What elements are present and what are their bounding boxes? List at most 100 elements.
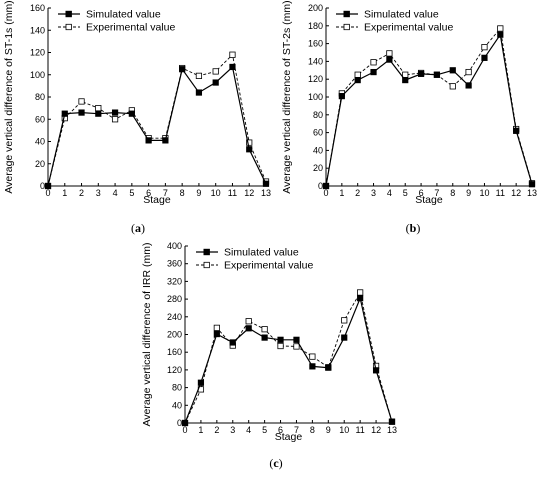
x-tick-label: 0	[45, 188, 50, 198]
experimental-point	[229, 51, 236, 58]
x-tick-label: 13	[387, 425, 397, 435]
panel-label: (b)	[406, 221, 421, 235]
experimental-point	[245, 318, 252, 325]
x-tick-label: 2	[214, 425, 219, 435]
simulated-point	[354, 76, 361, 84]
y-tick-label: 20	[313, 163, 323, 173]
y-tick-label: 200	[308, 3, 323, 13]
experimental-series-line	[184, 291, 393, 424]
y-tick-label: 0	[40, 181, 45, 191]
y-tick-label: 60	[35, 114, 45, 124]
experimental-point	[497, 25, 504, 32]
simulated-point	[195, 89, 203, 96]
y-tick-label: 20	[35, 159, 45, 169]
experimental-point	[111, 116, 119, 123]
x-axis-label: Stage	[275, 431, 303, 443]
simulated-point	[212, 79, 219, 86]
x-tick-label: 1	[339, 188, 344, 198]
x-tick-label: 12	[244, 188, 254, 198]
experimental-point	[195, 72, 203, 79]
simulated-point	[293, 336, 300, 343]
y-tick-label: 140	[308, 56, 323, 66]
simulated-point	[370, 68, 377, 76]
simulated-point	[262, 180, 270, 187]
experimental-point	[402, 71, 409, 78]
simulated-point	[229, 63, 236, 71]
x-tick-label: 9	[466, 188, 471, 198]
x-tick-label: 7	[163, 188, 168, 198]
x-tick-label: 3	[230, 425, 235, 435]
y-axis-label: Average vertical difference of ST-2s (mm…	[281, 0, 293, 193]
x-tick-label: 5	[262, 425, 267, 435]
y-axis-label: Average vertical difference of ST-1s (mm…	[3, 0, 15, 193]
x-tick-label: 6	[419, 188, 424, 198]
simulated-point	[213, 330, 220, 338]
x-tick-label: 4	[246, 425, 251, 435]
y-tick-label: 120	[308, 74, 323, 84]
simulated-point	[309, 363, 316, 370]
y-tick-label: 160	[308, 39, 323, 49]
x-tick-label: 0	[323, 188, 328, 198]
x-tick-label: 8	[450, 188, 455, 198]
y-tick-label: 40	[313, 145, 323, 155]
experimental-point	[212, 68, 219, 75]
legend-simulated-marker	[65, 10, 72, 18]
legend-simulated-label: Simulated value	[224, 247, 299, 259]
simulated-point	[95, 110, 102, 117]
simulated-point	[277, 336, 284, 343]
simulated-point	[145, 137, 152, 144]
x-tick-label: 12	[371, 425, 381, 435]
experimental-point	[449, 83, 456, 90]
x-axis-label: Stage	[415, 194, 443, 206]
experimental-point	[309, 353, 316, 360]
x-axis-label: Stage	[143, 194, 171, 206]
x-tick-label: 2	[79, 188, 84, 198]
x-tick-label: 11	[228, 188, 237, 198]
y-tick-label: 400	[167, 241, 182, 251]
y-tick-label: 120	[167, 365, 182, 375]
legend-simulated-label: Simulated value	[364, 9, 439, 21]
x-tick-label: 6	[146, 188, 151, 198]
experimental-series-line	[325, 27, 533, 187]
y-tick-label: 140	[30, 25, 45, 35]
x-tick-label: 5	[129, 188, 134, 198]
simulated-point	[372, 367, 380, 374]
x-tick-label: 12	[511, 188, 521, 198]
x-tick-label: 13	[261, 188, 271, 198]
simulated-point	[465, 82, 472, 89]
x-tick-label: 10	[479, 188, 489, 198]
legend-experimental-label: Experimental value	[224, 260, 313, 272]
experimental-point	[386, 50, 393, 57]
y-tick-label: 80	[313, 110, 323, 120]
legend-simulated-marker	[343, 10, 350, 18]
y-tick-label: 240	[167, 312, 182, 322]
y-tick-label: 100	[30, 70, 45, 80]
y-tick-label: 80	[172, 383, 182, 393]
experimental-point	[261, 326, 268, 333]
simulated-point	[417, 70, 425, 77]
simulated-point	[181, 419, 189, 427]
simulated-point	[357, 295, 364, 302]
y-tick-label: 160	[167, 347, 182, 357]
legend-experimental-marker	[65, 23, 72, 31]
simulated-point	[481, 54, 488, 61]
legend-experimental-label: Experimental value	[364, 22, 453, 34]
x-tick-label: 7	[294, 425, 299, 435]
experimental-point	[357, 289, 364, 296]
simulated-point	[162, 137, 169, 144]
legend-simulated-marker	[203, 248, 210, 256]
y-tick-label: 60	[313, 128, 323, 138]
legend-experimental-marker	[343, 23, 350, 31]
experimental-point	[354, 71, 361, 78]
experimental-point	[213, 324, 220, 331]
x-tick-label: 6	[278, 425, 283, 435]
y-tick-label: 100	[308, 92, 323, 102]
simulated-point	[197, 379, 205, 386]
simulated-point	[341, 334, 348, 341]
simulated-point	[229, 339, 236, 346]
simulated-point	[322, 182, 330, 190]
